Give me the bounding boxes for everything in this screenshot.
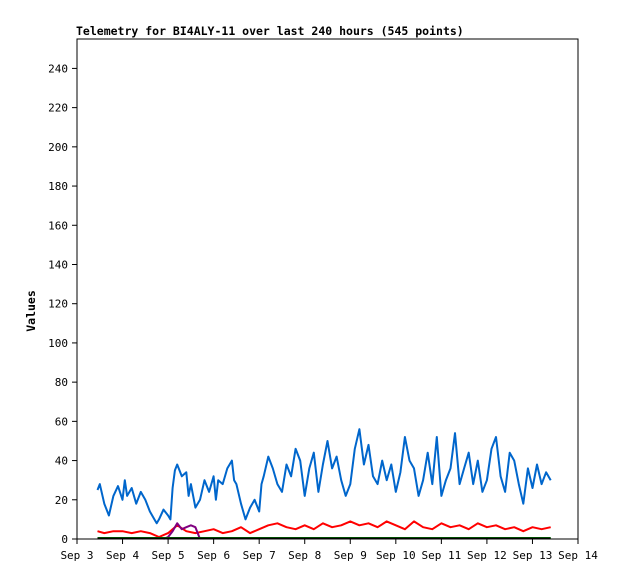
x-tick-label: Sep 6 (197, 549, 230, 562)
y-tick-label: 200 (48, 141, 68, 154)
x-tick-label: Sep 14 (558, 549, 598, 562)
x-tick-label: Sep 12 (467, 549, 507, 562)
x-tick-label: Sep 13 (513, 549, 553, 562)
series-line-1 (97, 520, 551, 538)
y-tick-label: 100 (48, 337, 68, 350)
y-tick-label: 60 (55, 415, 68, 428)
x-tick-label: Sep 9 (334, 549, 367, 562)
x-tick-label: Sep 3 (60, 549, 93, 562)
series-layer (96, 428, 552, 540)
plot-frame (76, 38, 579, 540)
x-tick-label: Sep 7 (243, 549, 276, 562)
y-tick-label: 120 (48, 298, 68, 311)
y-tick-label: 160 (48, 219, 68, 232)
x-tick-label: Sep 4 (106, 549, 139, 562)
y-axis-label: Values (24, 290, 38, 332)
x-axis: Sep 3 Sep 4 Sep 5 Sep 6 Sep 7 Sep 8 Sep 9 Sep 1… (60, 539, 598, 562)
y-tick-label: 220 (48, 102, 68, 115)
x-tick-label: Sep 10 (376, 549, 416, 562)
y-tick-label: 20 (55, 494, 68, 507)
series-line-2 (163, 522, 201, 540)
x-tick-label: Sep 8 (288, 549, 321, 562)
y-tick-label: 80 (55, 376, 68, 389)
y-tick-label: 0 (61, 533, 68, 546)
y-tick-label: 40 (55, 455, 68, 468)
y-tick-label: 140 (48, 258, 68, 271)
chart-title: Telemetry for BI4ALY-11 over last 240 ho… (76, 24, 464, 38)
series-line-0 (96, 428, 552, 525)
y-axis: 0 20 40 60 80 100 120 140 160 180 200 220 240 (48, 62, 77, 546)
y-tick-label: 240 (48, 62, 68, 75)
y-tick-label: 180 (48, 180, 68, 193)
x-tick-label: Sep 11 (421, 549, 461, 562)
x-tick-label: Sep 5 (152, 549, 185, 562)
